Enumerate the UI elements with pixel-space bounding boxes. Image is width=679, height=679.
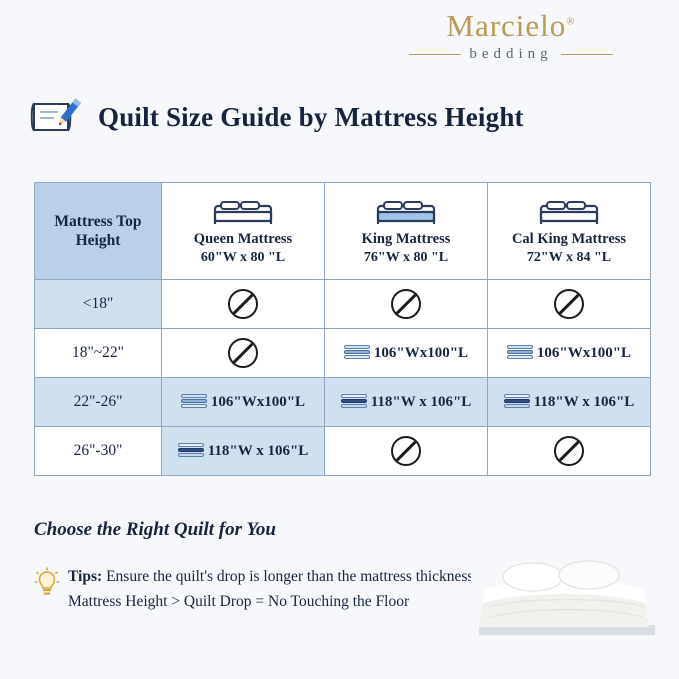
header-cal-king-mattress: Cal King Mattress 72"W x 84 "L [487, 182, 651, 280]
bed-icon [537, 200, 601, 229]
brand-logo: Marcielo® bedding [361, 8, 661, 63]
cell-r2-queen: 106"Wx100"L [161, 377, 325, 427]
cell-r2-king-size: 118"W x 106"L [370, 393, 472, 410]
table-row: 18"~22" 106"Wx100"L 106"Wx100"L [34, 328, 651, 378]
tips-row: Tips: Ensure the quilt's drop is longer … [34, 565, 504, 615]
quilt-size-table: Mattress Top Height Queen Mattress 60"W x… [34, 182, 651, 476]
cell-r2-calking: 118"W x 106"L [487, 377, 651, 427]
brand-rule-left [409, 54, 462, 55]
cell-r2-king: 118"W x 106"L [324, 377, 488, 427]
page-title-row: Quilt Size Guide by Mattress Height [30, 96, 524, 138]
cell-r0-queen [161, 279, 325, 329]
cell-r3-queen-size: 118"W x 106"L [207, 442, 309, 459]
bottom-heading: Choose the Right Quilt for You [34, 519, 276, 540]
brand-name-text: Marcielo [446, 8, 567, 43]
registered-mark: ® [566, 15, 576, 28]
cell-r0-calking [487, 279, 651, 329]
cell-r3-king [324, 426, 488, 476]
brand-rule-right [560, 54, 613, 55]
no-entry-icon [228, 338, 258, 368]
header-mattress-top-height: Mattress Top Height [34, 182, 162, 280]
king-mattress-dim: 76"W x 80 "L [363, 249, 449, 265]
cell-r3-queen: 118"W x 106"L [161, 426, 325, 476]
brand-subtitle-row: bedding [361, 46, 661, 63]
cell-r1-calking-size: 106"Wx100"L [536, 344, 632, 361]
bed-photo [471, 533, 663, 645]
brand-name: Marcielo® [446, 8, 575, 44]
row-label-26-30: 26"-30" [34, 426, 162, 476]
tips-text: Tips: Ensure the quilt's drop is longer … [68, 565, 479, 615]
calking-mattress-name: Cal King Mattress [511, 230, 627, 247]
cell-r3-calking [487, 426, 651, 476]
quilt-icon [343, 345, 370, 361]
cell-r0-king [324, 279, 488, 329]
no-entry-icon [554, 436, 584, 466]
cell-r2-queen-size: 106"Wx100"L [210, 393, 306, 410]
cell-r2-calking-size: 118"W x 106"L [533, 393, 635, 410]
lightbulb-icon [34, 567, 60, 599]
tips-line-1: Ensure the quilt's drop is longer than t… [106, 568, 479, 585]
no-entry-icon [391, 436, 421, 466]
cell-r1-calking: 106"Wx100"L [487, 328, 651, 378]
row-label-22-26: 22"-26" [34, 377, 162, 427]
cell-r1-queen [161, 328, 325, 378]
header-queen-mattress: Queen Mattress 60"W x 80 "L [161, 182, 325, 280]
table-row: 22"-26" 106"Wx100"L 118"W x 106"L 118"W … [34, 377, 651, 427]
table-row: 26"-30" 118"W x 106"L [34, 426, 651, 476]
queen-mattress-name: Queen Mattress [193, 230, 293, 247]
no-entry-icon [228, 289, 258, 319]
blueprint-pencil-icon [30, 96, 84, 138]
quilt-icon [180, 394, 207, 410]
no-entry-icon [554, 289, 584, 319]
bed-icon [211, 200, 275, 229]
header-king-mattress: King Mattress 76"W x 80 "L [324, 182, 488, 280]
cell-r1-king: 106"Wx100"L [324, 328, 488, 378]
quilt-icon [503, 394, 530, 410]
tips-line-2: Mattress Height > Quilt Drop = No Touchi… [68, 592, 410, 610]
cell-r1-king-size: 106"Wx100"L [373, 344, 469, 361]
row-label-under-18: <18" [34, 279, 162, 329]
king-mattress-name: King Mattress [361, 230, 451, 247]
brand-subtitle: bedding [469, 46, 553, 62]
queen-mattress-dim: 60"W x 80 "L [200, 249, 286, 265]
calking-mattress-dim: 72"W x 84 "L [526, 249, 612, 265]
table-header-row: Mattress Top Height Queen Mattress 60"W x… [34, 182, 651, 280]
no-entry-icon [391, 289, 421, 319]
quilt-icon [177, 443, 204, 459]
quilt-icon [506, 345, 533, 361]
row-label-18-22: 18"~22" [34, 328, 162, 378]
bed-icon [374, 200, 438, 229]
tips-label: Tips: [68, 568, 103, 585]
quilt-icon [340, 394, 367, 410]
page-title: Quilt Size Guide by Mattress Height [98, 101, 524, 132]
table-row: <18" [34, 279, 651, 329]
